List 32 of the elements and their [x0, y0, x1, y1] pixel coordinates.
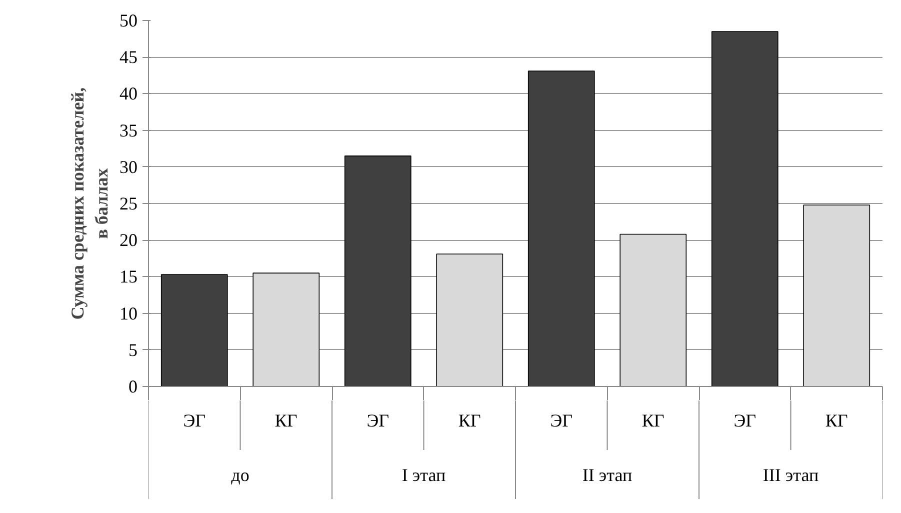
bar — [344, 156, 412, 386]
bar — [803, 204, 870, 386]
series-label: ЭГ — [183, 410, 206, 430]
bar — [160, 274, 228, 386]
y-tick-label: 50 — [120, 10, 138, 30]
text: ЭГ — [550, 410, 573, 430]
x-tick-label: I этап — [402, 464, 446, 485]
y-tick-label: 5 — [128, 340, 138, 360]
y-tick-label: 30 — [120, 156, 138, 177]
bar — [620, 234, 687, 386]
text: КГ — [458, 410, 481, 430]
series-label: КГ — [274, 410, 298, 430]
bar — [528, 70, 595, 386]
bar — [436, 254, 504, 386]
text: ЭГ — [734, 410, 756, 430]
bar — [252, 272, 320, 386]
y-tick-label: 45 — [120, 47, 138, 68]
text: ЭГ — [366, 410, 390, 430]
y-tick-label: 15 — [120, 266, 138, 287]
text: КГ — [642, 410, 664, 430]
x-tick-label: II этап — [582, 464, 632, 485]
text: КГ — [825, 410, 848, 430]
x-tick-label: III этап — [762, 464, 819, 485]
y-tick-label: 35 — [120, 120, 138, 140]
y-tick-label: 20 — [120, 230, 138, 250]
y-tick-label: 0 — [128, 376, 138, 396]
y-tick-label: 10 — [120, 303, 138, 324]
y-axis-title: Сумма средних показателей, в баллах — [68, 87, 112, 320]
x-tick-label: до — [231, 464, 250, 485]
y-tick-label: 25 — [120, 194, 138, 214]
bar — [711, 31, 778, 386]
y-tick-label: 40 — [120, 84, 138, 104]
